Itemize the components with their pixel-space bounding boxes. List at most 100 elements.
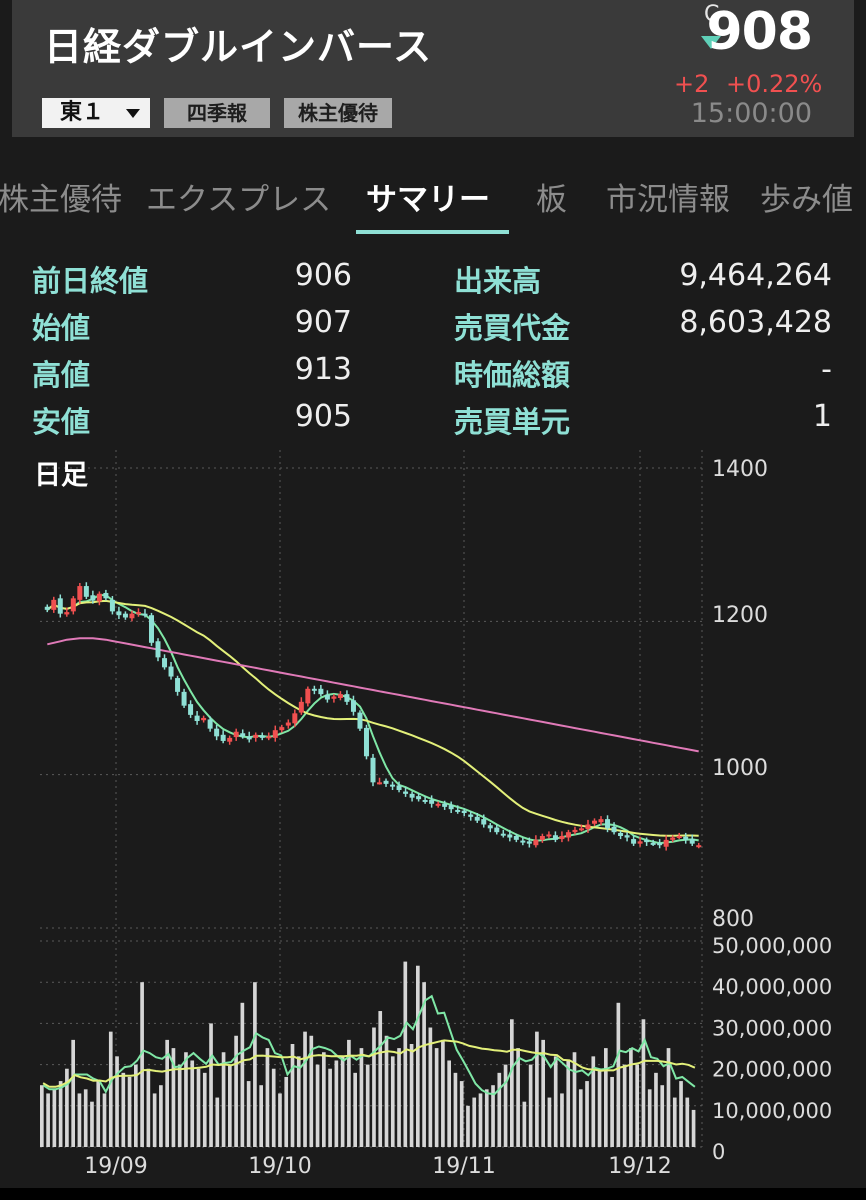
price-ma-short: [46, 594, 699, 845]
volume-bar: [660, 1085, 665, 1147]
candle-body: [533, 839, 539, 846]
candle-body: [624, 835, 630, 838]
candle-body: [350, 700, 356, 712]
candle-body: [227, 737, 233, 742]
shikiho-button[interactable]: 四季報: [164, 98, 270, 128]
candle-body: [298, 701, 304, 713]
candle-body: [507, 834, 513, 838]
volume-bar: [441, 1039, 445, 1147]
volume-bar: [666, 1048, 671, 1147]
date-tick-label: 19/10: [248, 1154, 311, 1179]
candle-body: [285, 722, 291, 726]
tab-shareholder-benefits[interactable]: 株主優待: [0, 182, 122, 218]
volume-bar: [459, 1081, 464, 1147]
shareholder-benefit-button[interactable]: 株主優待: [284, 98, 392, 128]
market-select[interactable]: 東１: [42, 98, 150, 128]
volume-bar: [647, 1089, 652, 1147]
candle-body: [390, 784, 396, 787]
volume-bar: [560, 1093, 564, 1147]
volume-bar: [259, 1085, 263, 1147]
candle-body: [377, 782, 383, 785]
candle-body: [279, 727, 285, 731]
candle-body: [689, 839, 695, 844]
volume-average-lines: [42, 994, 696, 1096]
tab-summary[interactable]: サマリー: [366, 182, 490, 218]
volume-bar: [77, 1093, 82, 1147]
tab-board[interactable]: 板: [536, 182, 567, 218]
volume-bar: [353, 1072, 357, 1147]
volume-bar: [177, 1064, 182, 1147]
down-arrow-icon: [701, 36, 721, 49]
candle-body: [122, 613, 128, 618]
volume-bar: [372, 1027, 376, 1147]
volume-bar: [616, 1002, 621, 1147]
stat-label-open: 始値: [32, 311, 91, 345]
volume-bar: [140, 982, 144, 1147]
volume-bar: [215, 1097, 220, 1147]
candle-body: [194, 715, 200, 721]
volume-bar: [309, 1035, 314, 1147]
candle-body: [474, 816, 480, 821]
candle-body: [578, 828, 584, 831]
candle-body: [220, 734, 226, 741]
volume-bar: [453, 1072, 458, 1147]
volume-bar: [284, 1076, 289, 1147]
volume-bar: [209, 1023, 213, 1147]
candle-body: [162, 658, 168, 668]
volume-tick-label: 0: [712, 1140, 725, 1164]
volume-bar: [409, 1044, 414, 1147]
volume-bar: [46, 1093, 50, 1147]
price-tick-label: 1200: [712, 603, 768, 628]
tab-market-info[interactable]: 市況情報: [606, 182, 730, 218]
candle-body: [253, 734, 259, 738]
candle-body: [592, 820, 598, 824]
volume-ma-long: [42, 1039, 696, 1088]
volume-bar: [566, 1060, 571, 1147]
volume-bar: [478, 1093, 483, 1147]
stat-label-volume: 出来高: [454, 264, 542, 298]
candle-body: [240, 733, 246, 737]
volume-bar: [672, 1097, 677, 1147]
candle-body: [305, 688, 311, 704]
date-tick-label: 19/12: [608, 1154, 671, 1179]
current-price: 908: [706, 2, 813, 62]
volume-bar: [228, 1064, 232, 1147]
volume-bar: [265, 1048, 270, 1147]
candle-body: [644, 839, 650, 843]
candle-body: [214, 728, 220, 737]
volume-bar: [578, 1089, 583, 1147]
tab-express[interactable]: エクスプレス: [146, 182, 332, 218]
volume-bar: [184, 1052, 188, 1147]
stat-label-market-cap: 時価総額: [454, 358, 571, 392]
update-time: 15:00:00: [690, 98, 812, 129]
candle-body: [611, 826, 617, 833]
moving-average-lines: [46, 594, 699, 845]
volume-bar: [303, 1031, 307, 1147]
stat-label-prev-close: 前日終値: [32, 264, 149, 298]
tab-trades[interactable]: 歩み値: [760, 182, 853, 218]
volume-tick-label: 10,000,000: [712, 1099, 832, 1123]
volume-bar: [428, 1027, 433, 1147]
price-ma-mid: [46, 599, 699, 837]
volume-bar: [347, 1039, 351, 1147]
candle-body: [77, 586, 83, 600]
candle-body: [259, 735, 265, 738]
candle-body: [468, 814, 474, 817]
candle-body: [442, 803, 448, 807]
volume-bar: [635, 1064, 639, 1147]
candle-body: [546, 834, 552, 837]
volume-bar: [221, 1052, 226, 1147]
volume-bar: [115, 1056, 119, 1147]
volume-bar: [165, 1039, 169, 1147]
volume-bar: [522, 1101, 527, 1147]
market-label: 東１: [60, 100, 105, 125]
candle-body: [396, 785, 402, 790]
volume-bar: [604, 1048, 608, 1147]
volume-bar: [422, 982, 426, 1147]
candle-body: [429, 799, 435, 804]
candle-body: [494, 827, 500, 833]
candle-body: [363, 727, 369, 757]
candle-body: [598, 819, 604, 823]
